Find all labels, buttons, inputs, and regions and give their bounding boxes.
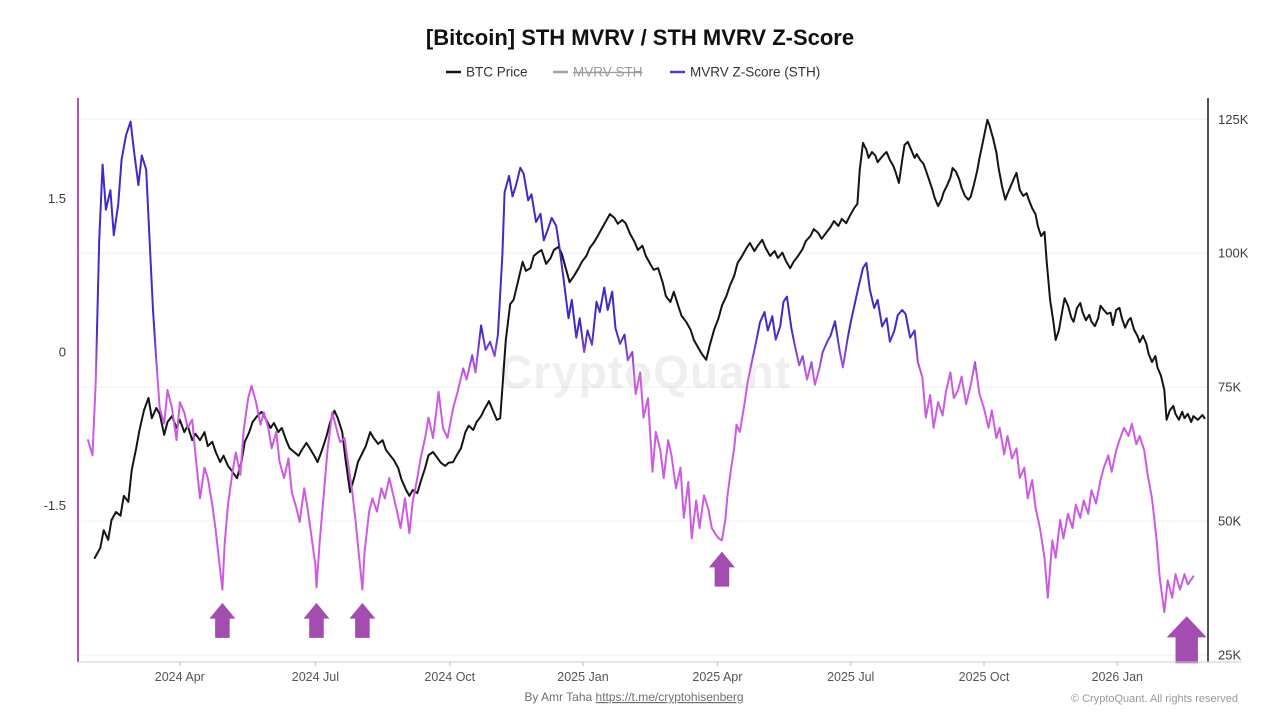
x-axis-tick-label: 2024 Apr	[155, 670, 205, 684]
left-axis-tick-label: -1.5	[44, 498, 66, 513]
left-axis-ticks: 1.5 0 -1.5	[44, 191, 66, 513]
up-arrow-marker	[349, 602, 376, 638]
x-axis-ticks: 2024 Apr 2024 Jul 2024 Oct 2025 Jan 2025 Apr…	[155, 662, 1143, 684]
legend-item-label[interactable]: BTC Price	[466, 65, 528, 80]
right-axis-tick-label: 125K	[1218, 112, 1249, 127]
left-axis-tick-label: 0	[59, 345, 66, 360]
legend-item-label[interactable]: MVRV STH	[573, 65, 643, 80]
plot-area[interactable]	[78, 98, 1208, 662]
up-arrow-marker	[1166, 616, 1207, 664]
right-axis-ticks: 125K 100K 75K 50K 25K	[1218, 112, 1249, 663]
legend-item-mvrv-sth[interactable]: MVRV STH	[553, 65, 643, 80]
chart-legend: BTC Price MVRV STH MVRV Z-Score (STH)	[446, 65, 820, 80]
x-axis-tick-label: 2024 Jul	[292, 670, 339, 684]
x-axis-tick-label: 2025 Jul	[827, 670, 874, 684]
right-axis-tick-label: 50K	[1218, 514, 1241, 529]
x-axis-tick-label: 2025 Jan	[557, 670, 608, 684]
footer-copyright: © CryptoQuant. All rights reserved	[1071, 693, 1238, 705]
mvrv-zscore-line	[87, 120, 1195, 614]
x-axis-tick-label: 2024 Oct	[424, 670, 475, 684]
byline-text: By Amr Taha	[524, 690, 595, 704]
up-arrow-marker	[708, 551, 735, 587]
up-arrow-marker	[209, 602, 236, 638]
watermark: CryptoQuant	[499, 346, 791, 398]
x-axis-tick-label: 2025 Oct	[959, 670, 1010, 684]
legend-item-label[interactable]: MVRV Z-Score (STH)	[690, 65, 820, 80]
x-axis-tick-label: 2025 Apr	[692, 670, 742, 684]
legend-item-btc-price[interactable]: BTC Price	[446, 65, 528, 80]
legend-item-mvrv-z-score-sth-[interactable]: MVRV Z-Score (STH)	[670, 65, 820, 80]
gridlines	[78, 118, 1208, 656]
btc-price-line	[93, 118, 1206, 559]
right-axis-tick-label: 25K	[1218, 648, 1241, 663]
byline-link[interactable]: https://t.me/cryptohisenberg	[596, 690, 744, 704]
footer-byline: By Amr Taha https://t.me/cryptohisenberg	[524, 690, 743, 704]
series-group	[87, 118, 1206, 614]
right-axis-tick-label: 100K	[1218, 246, 1249, 261]
annotation-arrows	[209, 551, 1207, 664]
left-axis-tick-label: 1.5	[48, 191, 66, 206]
x-axis-tick-label: 2026 Jan	[1092, 670, 1143, 684]
chart-title: [Bitcoin] STH MVRV / STH MVRV Z-Score	[426, 25, 854, 50]
right-axis-tick-label: 75K	[1218, 380, 1241, 395]
up-arrow-marker	[303, 602, 330, 638]
